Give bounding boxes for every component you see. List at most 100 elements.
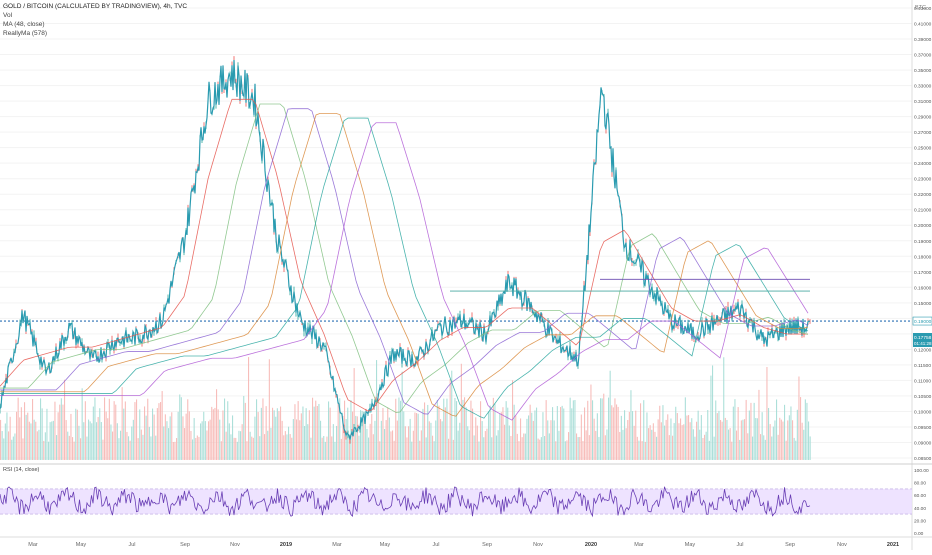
study-volume[interactable]: Vol [3,12,13,19]
volume-bar [673,423,675,460]
time-axis-label: Jul [736,542,743,548]
time-axis-label: May [76,542,87,548]
volume-bar [116,423,118,460]
volume-bar [188,411,190,460]
volume-bar [776,399,778,460]
rsi-axis-tick: 60.00 [914,493,926,499]
price-axis-currency: BTC [915,5,926,11]
volume-bar [513,404,515,460]
volume-bar [100,422,102,460]
volume-bar [630,390,632,460]
volume-bar [398,397,400,460]
volume-bar [641,441,643,460]
volume-bar [36,431,38,460]
volume-bar [510,435,512,460]
volume-bar [57,412,59,460]
volume-bar [798,376,800,460]
volume-bar [94,397,96,460]
volume-bar [808,421,810,460]
volume-bar [675,406,677,460]
volume-bar [204,421,206,460]
volume-bar [236,441,238,460]
study-moving-average[interactable]: MA (48, close) [3,21,45,28]
volume-bar [324,441,326,460]
volume-bar [64,379,66,460]
volume-bar [40,398,42,460]
volume-bar [520,418,522,460]
volume-bar [430,422,432,460]
volume-bar [627,420,629,460]
volume-bar [433,441,435,460]
chart-legend: GOLD / BITCOIN (CALCULATED BY TRADINGVIE… [3,2,187,38]
volume-bar [232,415,234,460]
volume-bar [648,428,650,460]
volume-bar [294,404,296,460]
volume-bar [17,397,19,460]
volume-bar [531,412,533,460]
volume-bar [532,420,534,460]
volume-bar [163,426,165,460]
volume-bar [235,437,237,460]
volume-bar [265,406,267,460]
volume-bar [220,441,222,460]
volume-bar [756,418,758,460]
volume-bar [652,423,654,460]
volume-bar [115,404,117,460]
volume-bar [595,430,597,460]
volume-bar [665,419,667,460]
time-axis-label: Sep [785,542,795,548]
volume-bar [705,431,707,460]
volume-bar [425,437,427,460]
volume-bar [27,412,29,460]
volume-bar [542,412,544,460]
volume-bar [569,397,571,460]
volume-bar [744,419,746,460]
volume-bar [760,434,762,460]
volume-bar [494,403,496,460]
volume-bar [651,429,653,460]
price-axis-tick: 0.43000 [914,6,932,12]
volume-bar [49,422,51,460]
volume-bar [500,412,502,460]
current-price-badge [913,333,932,347]
volume-bar [211,406,213,460]
volume-bar [275,416,277,460]
volume-bar [411,441,413,460]
volume-bar [320,420,322,460]
rsi-title: RSI (14, close) [3,467,40,473]
volume-bar [492,397,494,460]
volume-bar [76,409,78,460]
volume-bar [644,441,646,460]
volume-bar [726,419,728,460]
volume-bar [22,438,24,460]
volume-bar [390,431,392,460]
volume-bar [249,431,251,460]
volume-bar [528,415,530,460]
volume-bar [217,409,219,460]
volume-bar [534,410,536,460]
volume-bar [558,430,560,460]
volume-bar [80,438,82,460]
volume-bar [33,419,35,460]
volume-bar [75,408,77,460]
volume-bar [785,440,787,460]
price-axis-tick: 0.18000 [914,254,932,260]
study-really-ma[interactable]: ReallyMa (578) [3,30,48,37]
volume-bar [441,421,443,460]
volume-bar [147,398,149,460]
volume-bar [608,397,610,460]
volume-bar [576,433,578,460]
volume-bar [649,425,651,460]
price-axis-tick: 0.39000 [914,37,932,43]
volume-bar [409,418,411,460]
price-axis-tick: 0.11500 [914,363,931,369]
volume-bar [192,439,194,460]
volume-bar [766,367,768,460]
volume-bar [806,402,808,460]
volume-bar [368,437,370,460]
volume-bar [321,437,323,460]
volume-bar [547,420,549,460]
rsi-band [0,488,912,515]
price-axis-tick: 0.10500 [914,394,932,400]
